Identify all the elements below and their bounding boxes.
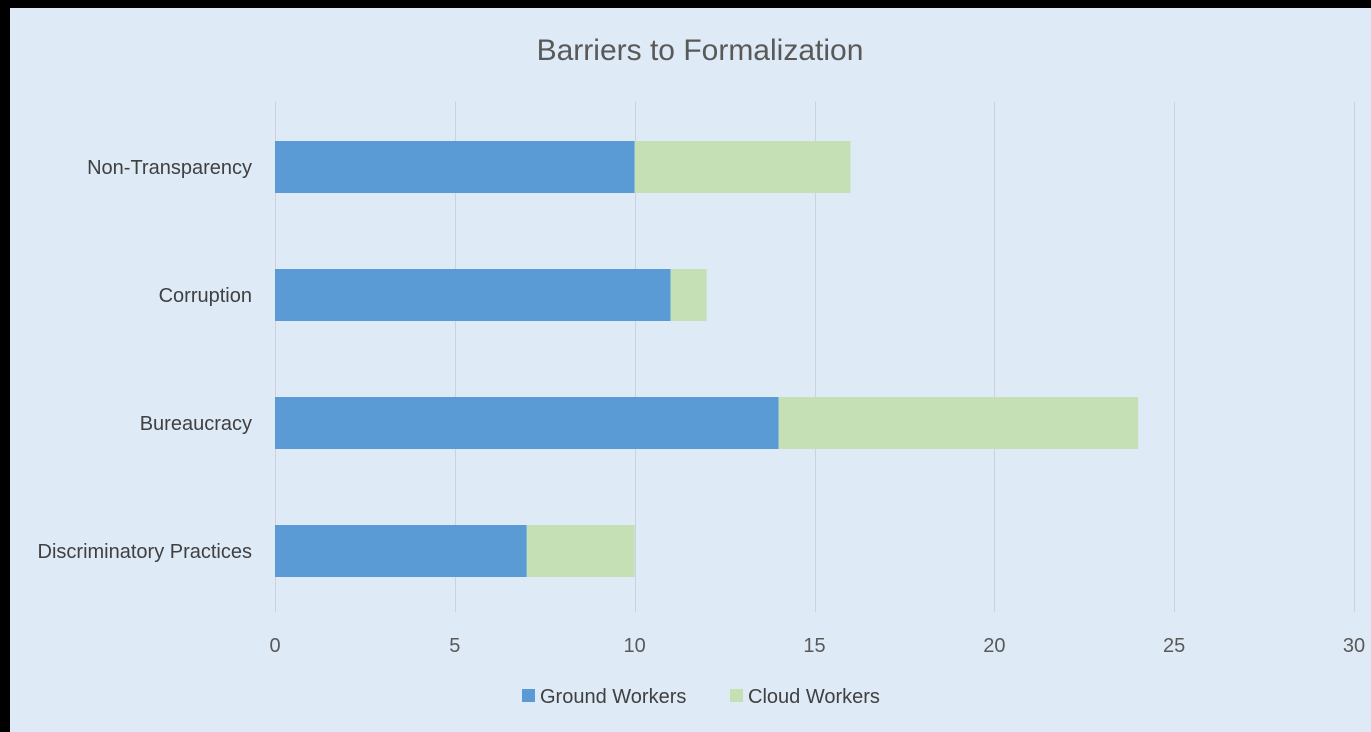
chart-title: Barriers to Formalization [537,34,864,67]
legend-label: Cloud Workers [748,686,880,708]
category-label: Bureaucracy [140,413,252,435]
bar-ground-workers-discriminatory-practices [275,525,527,577]
x-tick-label: 20 [983,635,1005,657]
x-tick-label: 30 [1343,635,1365,657]
bar-ground-workers-bureaucracy [275,397,779,449]
bars-layer [275,141,1139,577]
bar-ground-workers-non-transparency [275,141,635,193]
bar-cloud-workers-corruption [670,269,707,321]
x-tick-label: 0 [269,635,280,657]
legend-label: Ground Workers [540,686,686,708]
bar-cloud-workers-bureaucracy [778,397,1139,449]
x-tick-label: 10 [624,635,646,657]
bar-ground-workers-corruption [275,269,671,321]
bar-cloud-workers-non-transparency [634,141,851,193]
legend-swatch [730,689,743,702]
x-tick-labels: 0 5 10 15 20 25 30 [269,635,1365,657]
category-label: Discriminatory Practices [38,541,252,563]
category-labels: Non-Transparency Corruption Bureaucracy Dis… [38,157,252,563]
category-label: Corruption [159,285,252,307]
legend-swatch [522,689,535,702]
x-tick-label: 5 [449,635,460,657]
category-label: Non-Transparency [87,157,252,179]
bar-cloud-workers-discriminatory-practices [526,525,635,577]
x-tick-label: 15 [803,635,825,657]
legend: Ground Workers Cloud Workers [522,686,880,708]
x-tick-label: 25 [1163,635,1185,657]
chart-area [10,8,1371,732]
